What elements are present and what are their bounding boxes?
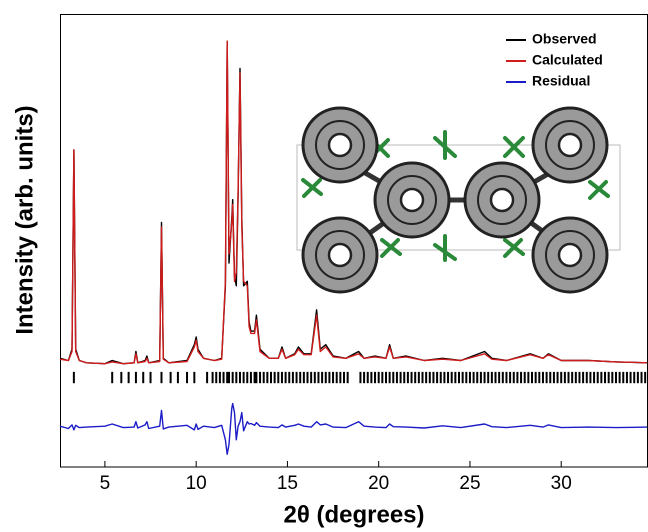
series-line	[59, 402, 648, 455]
legend-label: Calculated	[532, 52, 603, 68]
x-tick-label: 10	[186, 473, 207, 494]
series-line	[59, 40, 648, 365]
x-axis-label: 2θ (degrees)	[283, 501, 424, 528]
x-tick-label: 20	[368, 473, 389, 494]
x-tick-label: 15	[277, 473, 298, 494]
y-axis-label: Intensity (arb. units)	[11, 105, 38, 334]
legend-label: Observed	[532, 31, 597, 47]
legend-label: Residual	[532, 73, 590, 89]
x-tick-label: 5	[100, 473, 111, 494]
series-line	[59, 40, 648, 365]
x-tick-label: 30	[551, 473, 572, 494]
x-tick-label: 25	[459, 473, 480, 494]
inset-structure	[296, 106, 621, 294]
